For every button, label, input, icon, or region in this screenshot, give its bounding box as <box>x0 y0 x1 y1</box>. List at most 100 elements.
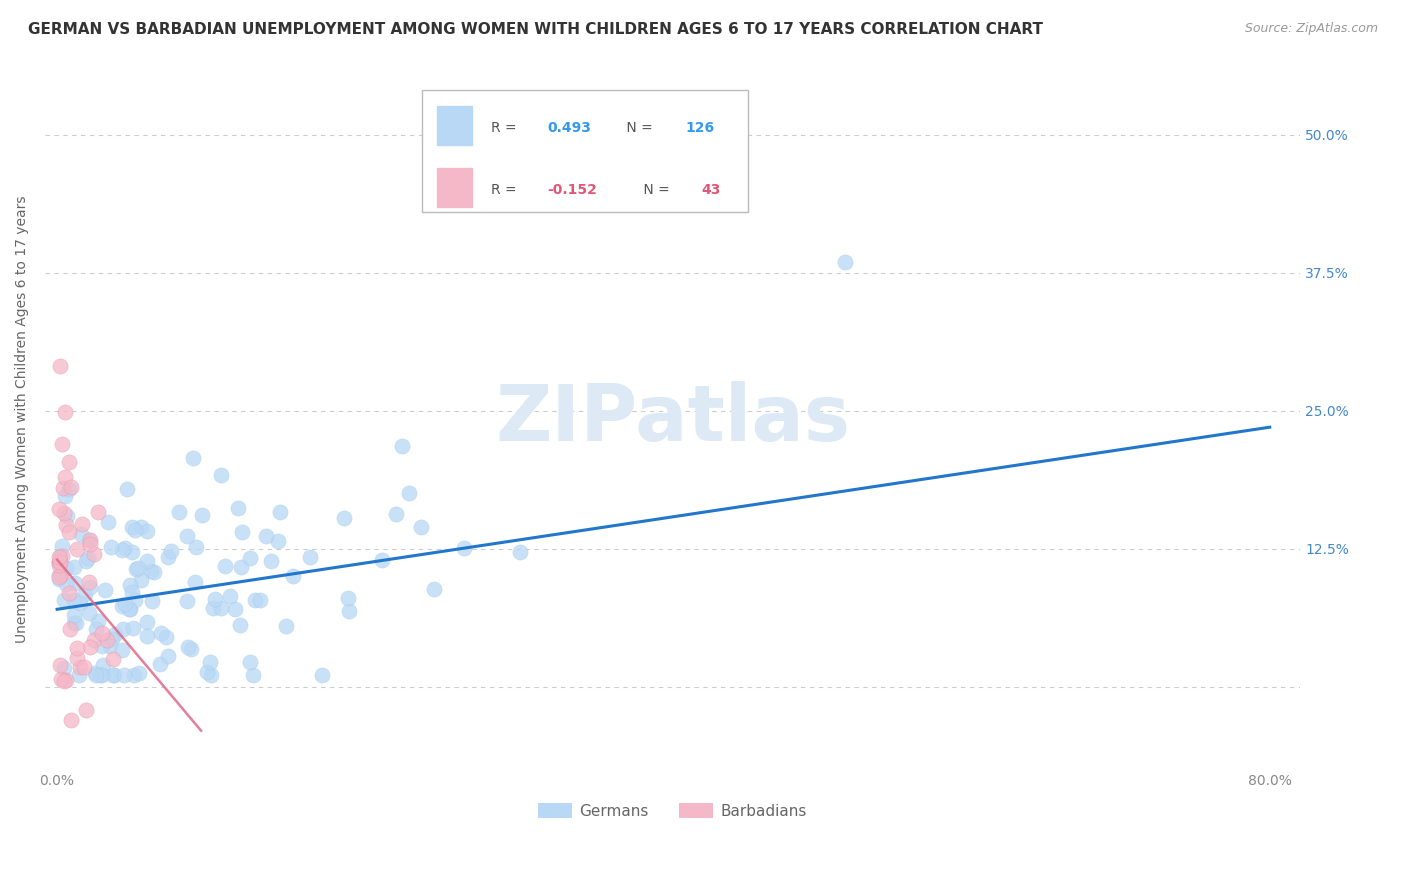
Point <box>184 574 207 589</box>
Point <box>180 642 202 657</box>
Text: 126: 126 <box>685 121 714 135</box>
Point <box>409 520 432 534</box>
Point <box>370 552 392 566</box>
Point <box>59 623 82 637</box>
Point <box>51 549 73 564</box>
Text: N =: N = <box>623 121 658 135</box>
Point <box>73 660 96 674</box>
Point <box>127 561 149 575</box>
Point <box>79 537 101 551</box>
Point <box>59 480 82 494</box>
Point <box>200 656 222 670</box>
Point <box>58 586 80 600</box>
Point <box>141 594 163 608</box>
Point <box>114 541 136 555</box>
Point <box>298 549 321 564</box>
Point <box>121 621 143 635</box>
Point <box>48 570 70 584</box>
Point <box>120 578 142 592</box>
Point <box>58 525 80 540</box>
Point <box>201 601 224 615</box>
Point <box>53 490 76 504</box>
Point <box>91 658 114 673</box>
Point <box>214 558 236 573</box>
Point <box>254 529 277 543</box>
FancyBboxPatch shape <box>422 89 748 212</box>
Point <box>209 601 232 615</box>
Point <box>121 545 143 559</box>
Y-axis label: Unemployment Among Women with Children Ages 6 to 17 years: Unemployment Among Women with Children A… <box>15 195 30 642</box>
Point <box>120 602 142 616</box>
Point <box>49 672 72 686</box>
Point <box>63 560 86 574</box>
Point <box>260 554 283 568</box>
Point <box>239 655 262 669</box>
Point <box>204 592 226 607</box>
Text: -0.152: -0.152 <box>547 183 598 197</box>
Point <box>63 616 86 631</box>
Point <box>70 516 93 531</box>
Point <box>76 550 98 565</box>
Point <box>135 524 157 538</box>
Point <box>52 506 75 520</box>
Point <box>48 567 70 582</box>
Point <box>128 665 150 680</box>
Point <box>136 554 159 568</box>
Text: 43: 43 <box>702 183 721 197</box>
Point <box>121 584 143 599</box>
Point <box>87 505 110 519</box>
Point <box>53 593 76 607</box>
Point <box>90 626 112 640</box>
Point <box>51 539 73 553</box>
Point <box>53 470 76 484</box>
Point <box>77 533 100 548</box>
Point <box>112 622 135 636</box>
Point <box>118 601 141 615</box>
Point <box>136 615 159 629</box>
Point <box>97 515 120 529</box>
Point <box>62 607 84 622</box>
Point <box>48 558 70 573</box>
Point <box>176 640 198 655</box>
Point <box>423 582 446 597</box>
Point <box>55 673 77 687</box>
Point <box>90 668 112 682</box>
Point <box>114 597 136 611</box>
Point <box>139 565 162 579</box>
Point <box>337 604 360 618</box>
Point <box>274 619 297 633</box>
Point <box>55 508 77 523</box>
Point <box>70 526 93 541</box>
Text: GERMAN VS BARBADIAN UNEMPLOYMENT AMONG WOMEN WITH CHILDREN AGES 6 TO 17 YEARS CO: GERMAN VS BARBADIAN UNEMPLOYMENT AMONG W… <box>28 22 1043 37</box>
Point <box>391 439 413 453</box>
Point <box>195 665 218 680</box>
Point <box>226 500 249 515</box>
Point <box>124 593 146 607</box>
Point <box>53 405 76 419</box>
Bar <box>437 168 471 207</box>
Point <box>333 511 356 525</box>
Point <box>176 529 198 543</box>
Point <box>60 713 83 727</box>
Point <box>65 640 87 655</box>
Point <box>67 668 90 682</box>
Point <box>52 661 75 675</box>
Point <box>101 652 124 666</box>
Point <box>96 632 118 647</box>
Point <box>48 549 70 564</box>
Point <box>149 626 172 640</box>
Point <box>149 657 172 671</box>
Point <box>75 554 97 568</box>
Point <box>190 508 212 522</box>
Point <box>269 505 291 519</box>
Point <box>48 572 70 586</box>
Point <box>83 547 105 561</box>
Point <box>51 568 73 582</box>
Legend: Germans, Barbadians: Germans, Barbadians <box>531 797 813 825</box>
Text: 0.493: 0.493 <box>547 121 591 135</box>
Point <box>509 545 531 559</box>
Point <box>49 549 72 563</box>
Point <box>83 633 105 648</box>
Point <box>242 668 264 682</box>
Point <box>167 505 190 519</box>
